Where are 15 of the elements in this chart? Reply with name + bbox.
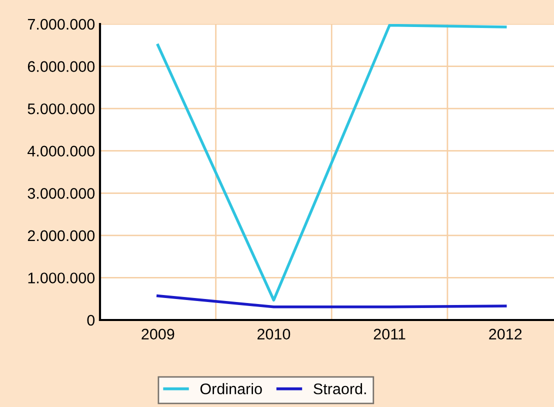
- x-tick-label: 2009: [142, 328, 174, 340]
- y-tick-label: 0: [87, 314, 95, 326]
- x-tick-label: 2010: [258, 328, 290, 340]
- x-tick-label: 2012: [489, 328, 522, 340]
- y-tick-label: 7.000.000: [28, 18, 95, 30]
- y-tick-label: 6.000.000: [28, 61, 95, 72]
- y-tick-label: 3.000.000: [28, 188, 95, 199]
- x-tick-label: 2011: [374, 328, 406, 340]
- y-tick-label: 1.000.000: [28, 272, 95, 284]
- y-tick-label: 4.000.000: [28, 146, 95, 157]
- y-tick-label: 5.000.000: [28, 103, 95, 114]
- y-tick-label: 2.000.000: [28, 230, 95, 242]
- legend-label: Straord.: [314, 383, 366, 394]
- line-series: [156, 24, 507, 302]
- legend-label: Ordinario: [200, 383, 262, 394]
